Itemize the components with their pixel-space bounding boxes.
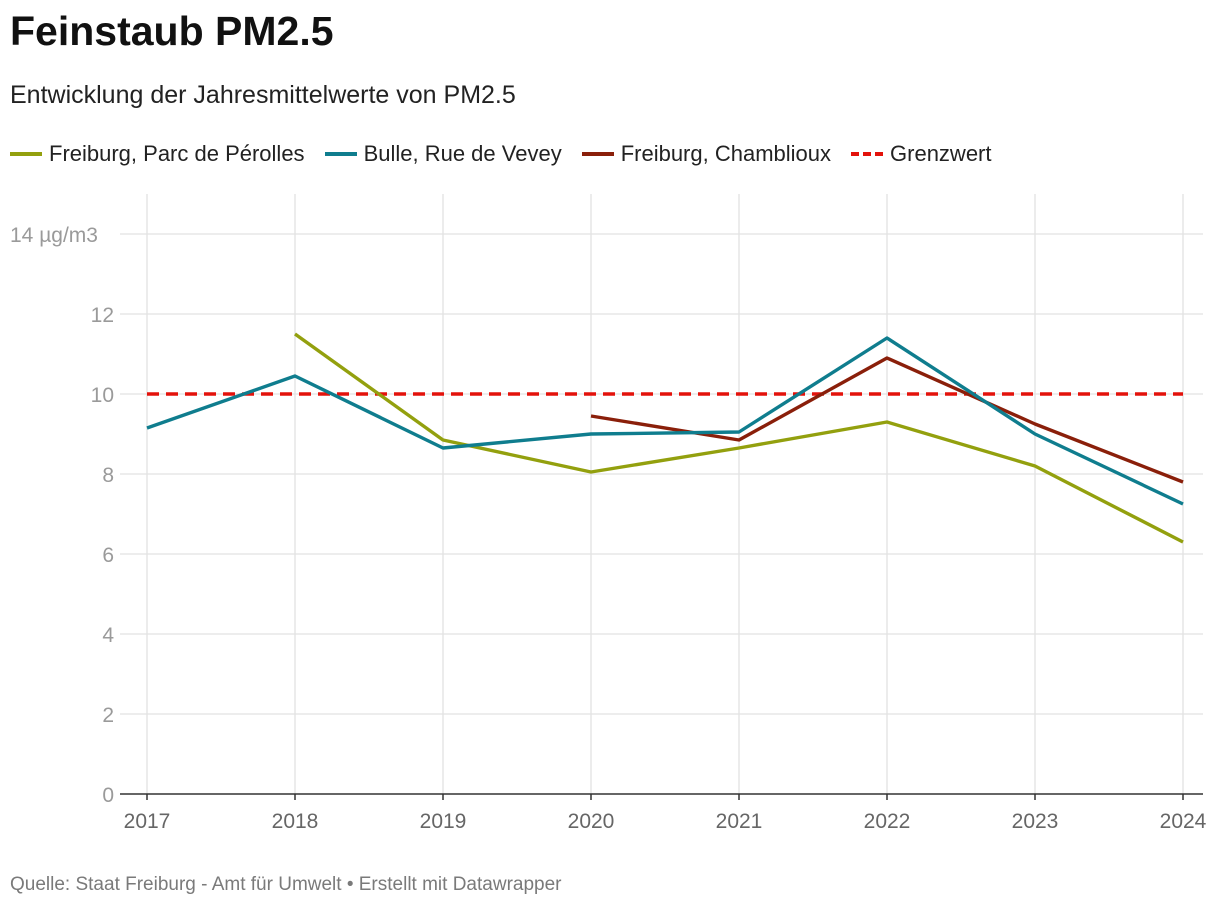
legend-label-chamblioux: Freiburg, Chamblioux bbox=[620, 141, 832, 166]
x-tick-label-2022: 2022 bbox=[864, 810, 911, 833]
x-tick-label-2018: 2018 bbox=[272, 810, 319, 833]
y-tick-label-0: 0 bbox=[102, 784, 114, 807]
y-tick-label-14: 14 µg/m3 bbox=[10, 224, 98, 247]
legend-swatch-perolles bbox=[10, 152, 42, 156]
series-line-freiburg-parc-de-p-rolles bbox=[294, 332, 1184, 544]
legend-swatch-grenzwert bbox=[851, 152, 884, 156]
y-tick-label-12: 12 bbox=[91, 304, 114, 327]
y-tick-label-10: 10 bbox=[91, 384, 114, 407]
y-tick-label-2: 2 bbox=[102, 704, 114, 727]
x-tick-label-2020: 2020 bbox=[568, 810, 615, 833]
legend-item-perolles: Freiburg, Parc de Pérolles bbox=[10, 141, 305, 167]
legend-item-bulle: Bulle, Rue de Vevey bbox=[324, 141, 562, 167]
source-note: Quelle: Staat Freiburg - Amt für Umwelt … bbox=[10, 874, 562, 895]
legend-item-grenzwert: Grenzwert bbox=[851, 141, 992, 167]
legend-swatch-chamblioux bbox=[581, 152, 614, 156]
y-tick-label-8: 8 bbox=[102, 464, 114, 487]
y-tick-label-4: 4 bbox=[102, 624, 114, 647]
chart-title: Feinstaub PM2.5 bbox=[10, 8, 334, 54]
legend-label-perolles: Freiburg, Parc de Pérolles bbox=[49, 141, 305, 166]
x-tick-label-2017: 2017 bbox=[124, 810, 171, 833]
x-tick-label-2021: 2021 bbox=[716, 810, 763, 833]
chart-subtitle: Entwicklung der Jahresmittelwerte von PM… bbox=[10, 81, 516, 109]
legend-label-bulle: Bulle, Rue de Vevey bbox=[363, 141, 562, 166]
y-tick-label-6: 6 bbox=[102, 544, 114, 567]
series-line-bulle-rue-de-vevey bbox=[146, 336, 1184, 506]
x-tick-label-2023: 2023 bbox=[1012, 810, 1059, 833]
legend-label-grenzwert: Grenzwert bbox=[890, 141, 992, 166]
legend: Freiburg, Parc de Pérolles Bulle, Rue de… bbox=[10, 139, 1012, 169]
line-chart: 0 2 4 6 8 10 12 14 µg/m3 2017 2018 2019 2020 2021 202… bbox=[10, 194, 1207, 833]
x-tick-label-2019: 2019 bbox=[420, 810, 467, 833]
legend-swatch-bulle bbox=[324, 152, 357, 156]
legend-item-chamblioux: Freiburg, Chamblioux bbox=[581, 141, 832, 167]
x-tick-label-2024: 2024 bbox=[1160, 810, 1207, 833]
